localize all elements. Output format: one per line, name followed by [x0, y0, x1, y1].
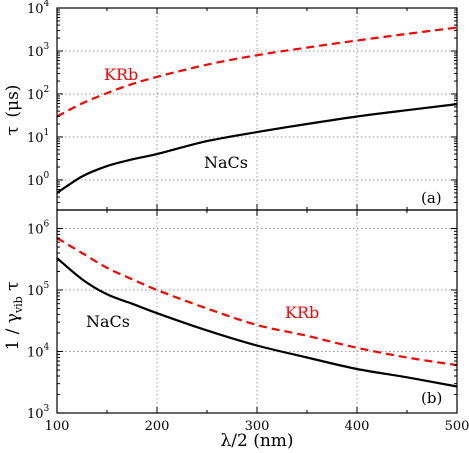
x-tick-label: 500 [445, 419, 469, 434]
x-tick-label: 100 [45, 419, 70, 434]
panel-b-label-nacs: NaCs [86, 312, 130, 331]
y-tick-label: 104 [27, 343, 50, 361]
panel-a-label-nacs: NaCs [204, 153, 248, 172]
panel-b-grid [57, 210, 457, 413]
svg-text:1 / γvib τ: 1 / γvib τ [3, 281, 25, 350]
panel-a-ylabel-unit: (μs) [3, 85, 23, 118]
panel-a-ylabel: τ (μs) [3, 85, 23, 136]
panel-b-ylabel-tail: τ [3, 281, 23, 296]
panel-a-curves [56, 26, 458, 194]
y-tick-label: 106 [27, 220, 50, 238]
series-line-krb [56, 26, 458, 118]
panel-a-label-krb: KRb [104, 65, 138, 84]
series-line-nacs [56, 103, 458, 194]
panel-a-tag: (a) [421, 189, 442, 207]
x-tick-label: 400 [345, 419, 370, 434]
panel-b-ticks: 100 200 300 400 500 103 104 105 106 [27, 210, 469, 434]
panel-b-tag: (b) [421, 389, 442, 407]
panel-b-ylabel-sub: vib [12, 296, 25, 314]
y-tick-label: 101 [27, 128, 49, 146]
panel-a-ticks: 100 101 102 103 104 [27, 0, 458, 210]
panel-b-label-krb: KRb [285, 303, 319, 322]
svg-text:τ (μs): τ (μs) [3, 85, 23, 136]
x-tick-label: 300 [245, 419, 270, 434]
y-tick-label: 103 [27, 404, 50, 422]
y-tick-label: 105 [27, 281, 50, 299]
x-axis-label: λ/2 (nm) [220, 431, 293, 451]
series-line-nacs [56, 257, 458, 388]
y-tick-label: 100 [27, 171, 50, 189]
panel-b: 100 200 300 400 500 103 104 105 106 KRb NaCs (b)… [3, 209, 469, 451]
panel-a-grid [57, 8, 457, 210]
panel-b-curves [56, 237, 458, 388]
panel-a-ylabel-main: τ [3, 126, 23, 135]
y-tick-label: 102 [27, 85, 49, 103]
y-tick-label: 103 [27, 42, 50, 60]
y-tick-label: 104 [27, 0, 50, 17]
panel-b-ylabel: 1 / γvib τ [3, 281, 25, 350]
panel-b-ylabel-main: 1 / γ [3, 313, 23, 351]
panel-a: 100 101 102 103 104 KRb NaCs (a) τ (μs) [3, 0, 458, 211]
x-tick-label: 200 [145, 419, 170, 434]
panel-b-frame [56, 209, 458, 414]
